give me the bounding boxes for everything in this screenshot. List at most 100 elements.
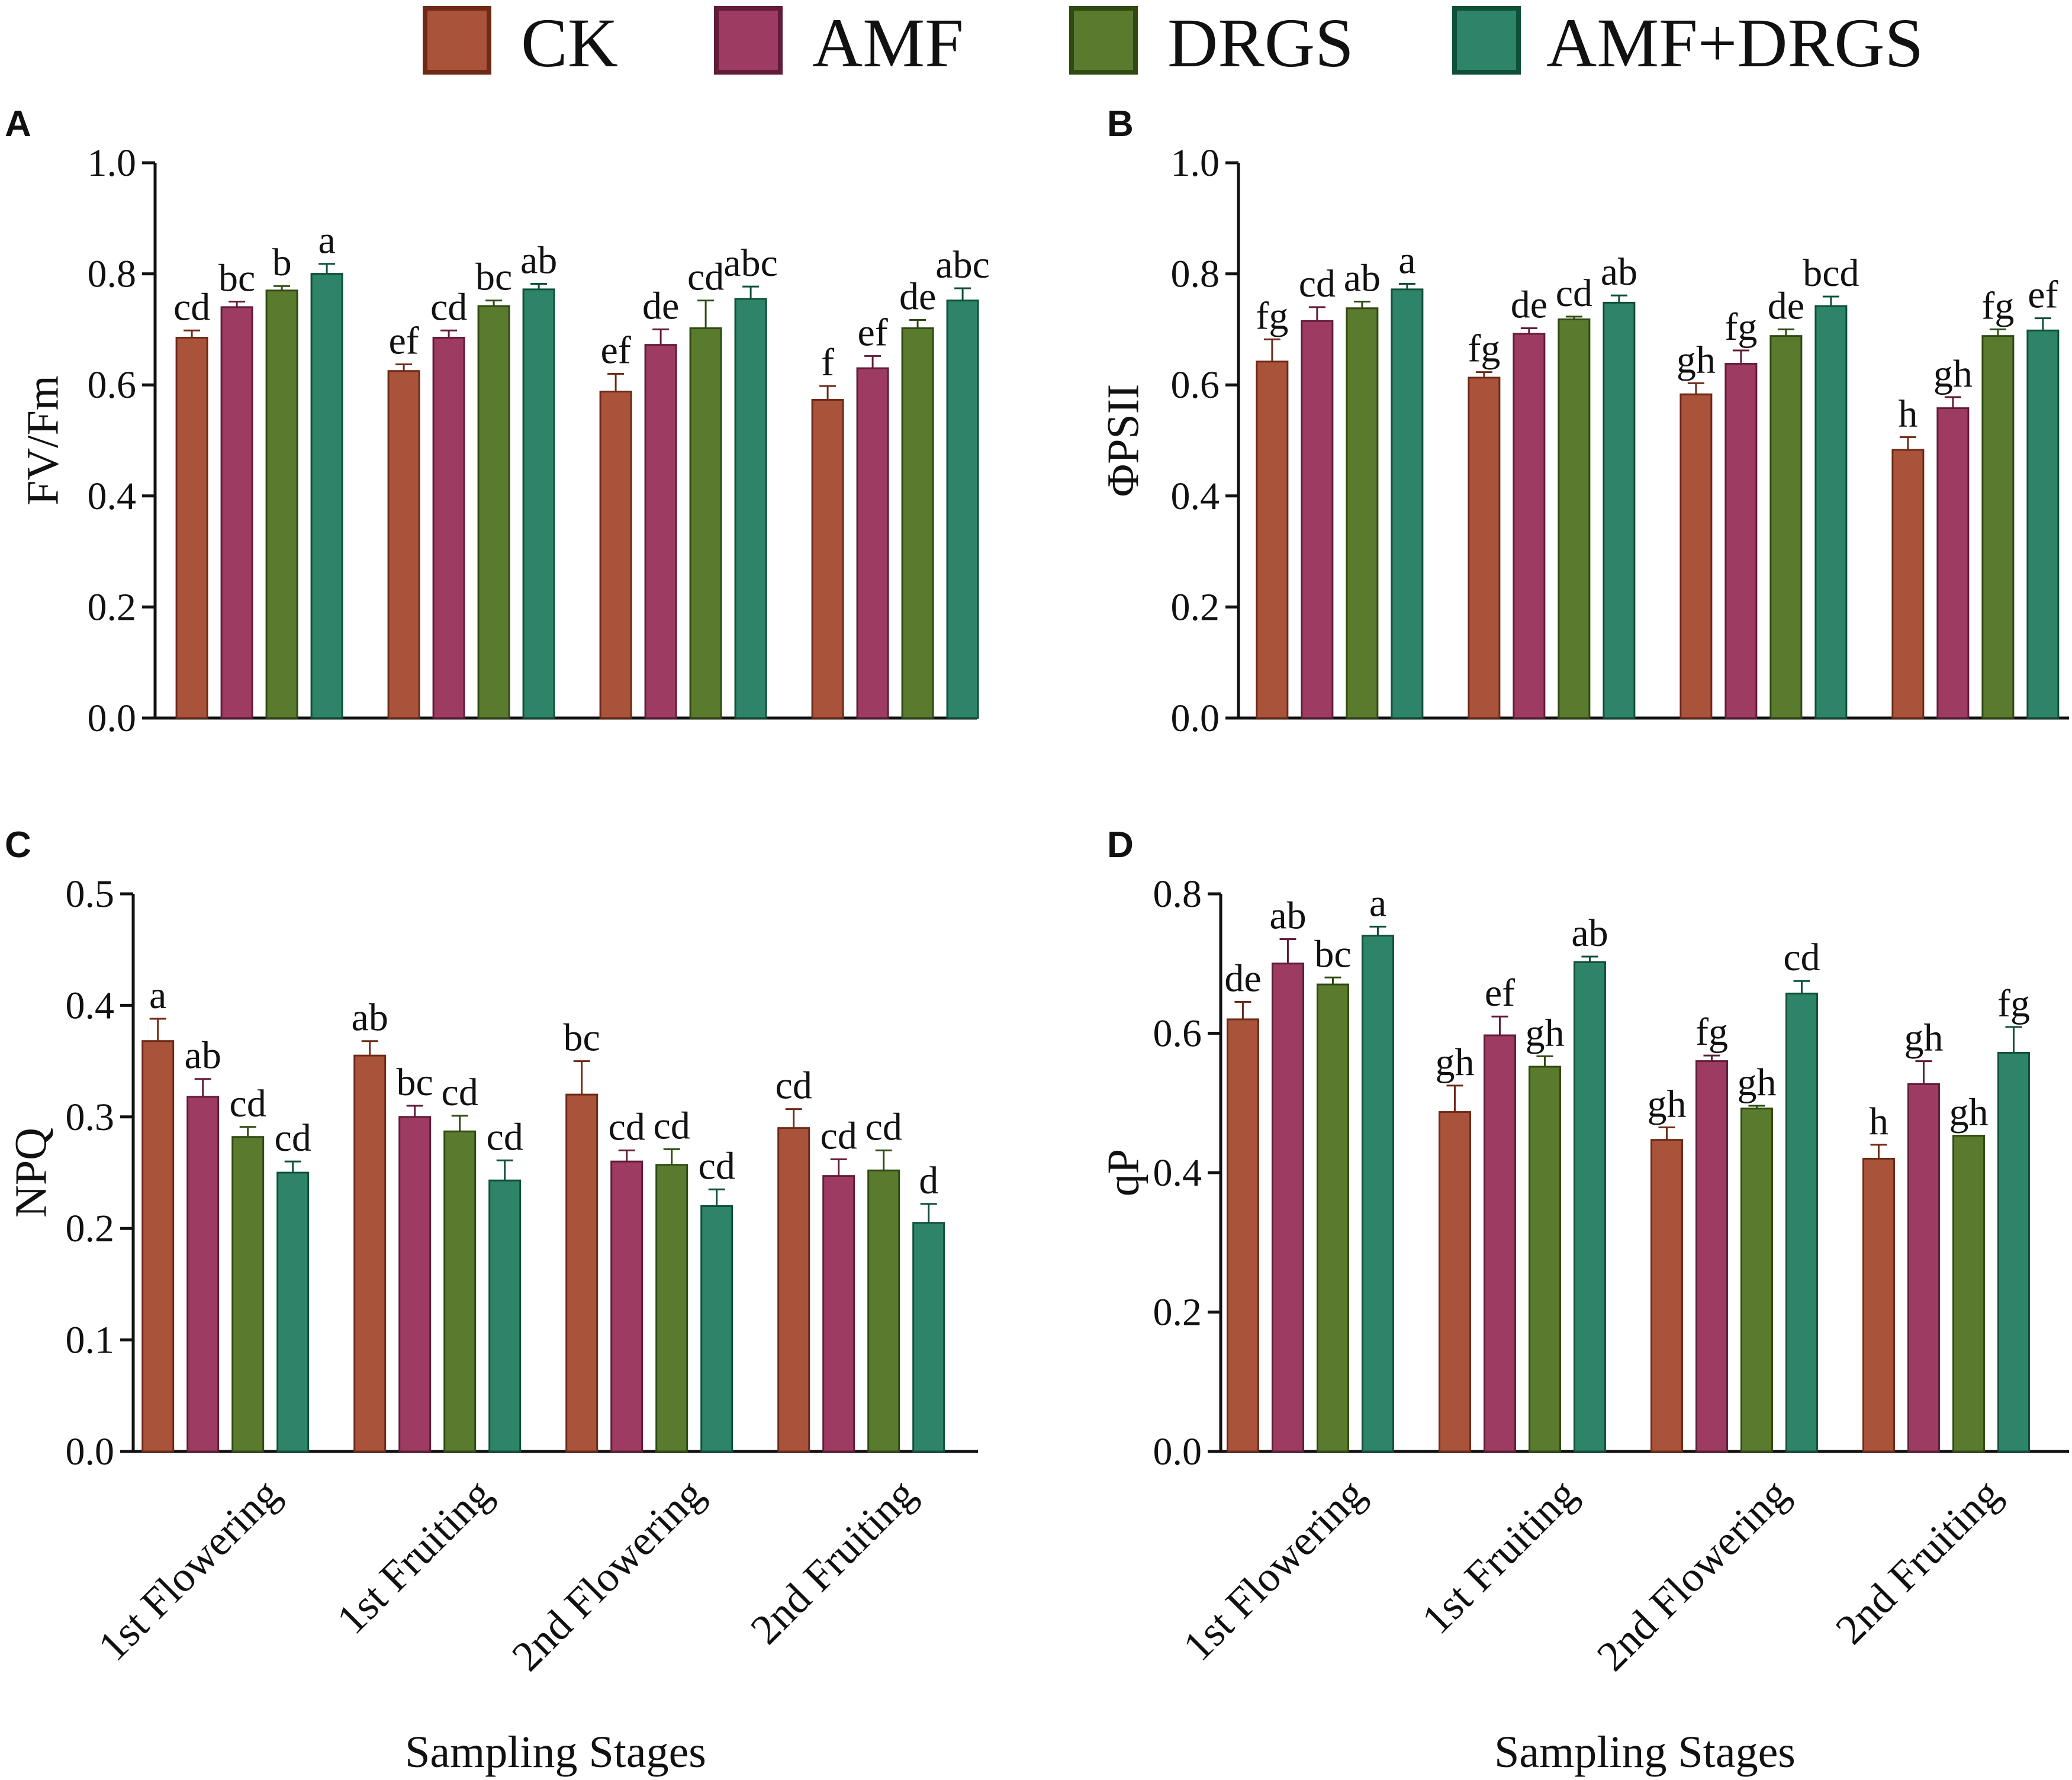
y-tick-label: 0.8 [1153,873,1202,916]
y-tick-label: 0.4 [88,475,137,518]
bar-amf-3 [856,367,889,719]
x-category-label: 1st Flowering [89,1470,289,1670]
bar-drgs-2 [689,327,722,719]
legend-item-ck: CK [423,4,618,82]
significance-label: ab [1269,894,1306,938]
bar-amf-2 [610,1160,644,1453]
bar-amf-drgs-1 [522,288,555,719]
panel-letter-a: A [5,104,31,144]
significance-label: cd [699,1144,735,1187]
significance-label: gh [1647,1082,1686,1125]
y-tick-label: 0.4 [1171,475,1220,518]
significance-label: cd [230,1082,266,1125]
significance-label: ab [352,996,388,1039]
significance-label: gh [1904,1016,1943,1060]
y-tick-label: 0.2 [66,1207,115,1250]
panel-letter-d: D [1107,825,1134,865]
significance-label: de [642,284,679,327]
y-axis-title: NPQ [6,1128,56,1218]
y-tick-label: 0.6 [1171,363,1220,407]
bar-drgs-0 [231,1136,265,1453]
significance-label: cd [776,1064,812,1108]
significance-label: a [1398,239,1415,282]
significance-label: ab [520,239,557,282]
bar-drgs-3 [901,327,934,719]
legend-item-drgs: DRGS [1069,4,1354,82]
panel-letter-c: C [5,825,31,865]
legend-item-amf: AMF [714,4,964,82]
bar-amf-drgs-2 [734,298,767,719]
bar-amf-drgs-3 [1997,1051,2030,1453]
bar-amf-drgs-1 [488,1179,522,1453]
bar-ck-2 [1650,1139,1683,1453]
bar-amf-drgs-2 [1814,305,1848,719]
bar-amf-drgs-3 [2026,329,2060,719]
y-axis-title: qP [1098,1149,1148,1196]
bar-amf-0 [1271,963,1304,1453]
bar-drgs-3 [1981,335,2015,719]
bar-amf-drgs-2 [1785,992,1818,1453]
significance-label: a [318,219,335,262]
legend-label-amf-drgs: AMF+DRGS [1546,4,1923,82]
legend-swatch-amf [714,6,783,75]
bar-amf-drgs-0 [1361,935,1394,1453]
significance-label: cd [821,1114,857,1157]
significance-label: f [821,341,834,384]
significance-label: d [919,1159,938,1202]
bar-amf-1 [398,1116,432,1453]
significance-label: bcd [1803,252,1859,295]
significance-label: ef [388,319,419,362]
bar-amf-0 [1301,320,1334,719]
significance-label: de [1768,284,1804,327]
y-tick-label: 0.6 [88,363,137,407]
significance-label: cd [1783,936,1820,979]
bar-ck-3 [1862,1157,1895,1453]
significance-label: cd [1299,262,1336,305]
bar-amf-0 [220,306,253,719]
significance-label: de [1224,957,1261,1000]
bar-amf-drgs-0 [310,273,343,719]
y-tick-label: 0.1 [66,1319,115,1362]
significance-label: ab [185,1034,221,1077]
bar-amf-drgs-1 [1603,301,1636,719]
bar-amf-1 [1483,1034,1516,1453]
significance-label: de [899,275,936,318]
significance-label: h [1898,392,1917,435]
bar-amf-1 [432,336,465,719]
significance-label: ef [2028,273,2058,317]
significance-label: a [1369,881,1386,925]
y-tick-label: 0.8 [88,253,137,296]
x-category-label: 2nd Flowering [1588,1470,1798,1680]
significance-label: gh [1933,352,1973,395]
x-axis-title: Sampling Stages [1494,1727,1796,1777]
y-tick-label: 0.0 [1153,1430,1202,1473]
significance-label: fg [1981,284,2014,327]
significance-label: cd [866,1105,902,1148]
x-category-label: 1st Flowering [1174,1470,1374,1670]
significance-label: fg [1256,294,1288,337]
y-axis-title: ΦPSII [1098,384,1148,497]
y-tick-label: 0.8 [1171,253,1220,296]
significance-label: bc [1314,932,1351,976]
significance-label: bc [564,1016,600,1060]
bar-drgs-2 [1740,1108,1773,1453]
bar-drgs-1 [1528,1066,1561,1453]
bar-ck-3 [1891,449,1925,719]
legend-swatch-ck [423,6,491,75]
significance-label: b [272,241,292,284]
y-tick-label: 0.4 [1153,1151,1202,1195]
significance-label: cd [609,1105,645,1148]
significance-label: gh [1525,1011,1564,1054]
significance-label: cd [275,1116,311,1160]
y-tick-label: 0.2 [1171,585,1220,629]
bar-ck-2 [599,390,632,719]
bar-ck-2 [1680,393,1713,719]
significance-label: bc [475,256,512,299]
significance-label: de [1511,284,1547,327]
bar-amf-3 [1907,1083,1940,1453]
significance-label: ab [1344,257,1381,300]
bar-drgs-1 [477,305,510,719]
legend-item-amf-drgs: AMF+DRGS [1452,4,1923,82]
